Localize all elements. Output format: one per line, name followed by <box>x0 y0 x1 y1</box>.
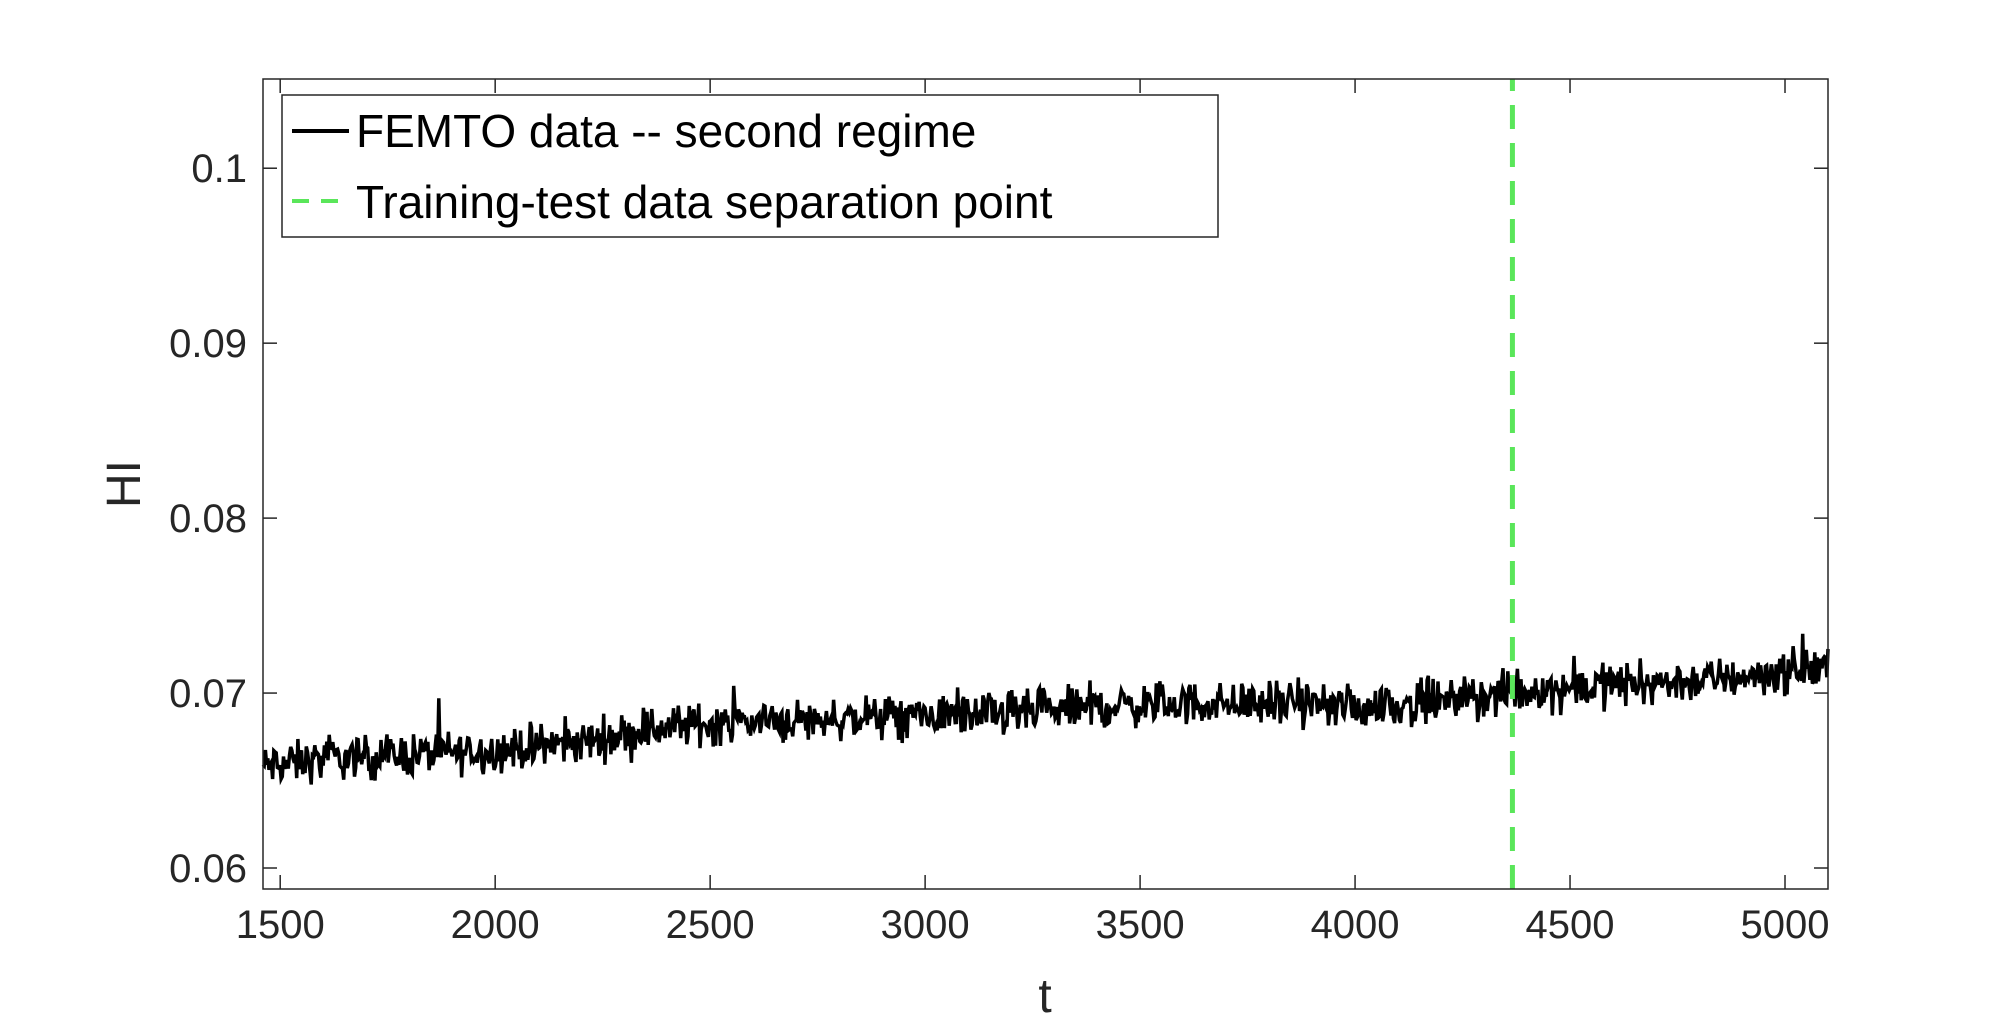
tick-layer: 1500 2000 2500 3000 3500 4000 4500 5000 0.06 0.07… <box>169 79 1829 947</box>
series-layer <box>261 79 1830 889</box>
y-tick-label: 0.07 <box>169 672 247 716</box>
y-tick-label: 0.09 <box>169 322 247 366</box>
legend-label-separation-point: Training-test data separation point <box>356 176 1053 228</box>
x-tick-label: 3500 <box>1096 903 1185 947</box>
x-tick-label: 4000 <box>1311 903 1400 947</box>
x-axis-title: t <box>1038 970 1051 1021</box>
x-tick-label: 2500 <box>666 903 755 947</box>
x-tick-label: 5000 <box>1741 903 1830 947</box>
x-tick-label: 2000 <box>451 903 540 947</box>
x-tick-label: 4500 <box>1526 903 1615 947</box>
legend-label-femto-data: FEMTO data -- second regime <box>356 105 976 157</box>
y-axis-title: HI <box>98 460 151 508</box>
y-tick-label: 0.08 <box>169 497 247 541</box>
y-tick-label: 0.1 <box>191 147 247 191</box>
x-tick-label: 3000 <box>881 903 970 947</box>
y-tick-label: 0.06 <box>169 847 247 891</box>
x-tick-label: 1500 <box>236 903 325 947</box>
series-femto-data-line <box>261 633 1830 786</box>
legend: FEMTO data -- second regime Training-tes… <box>281 94 1219 238</box>
legend-box <box>281 94 1219 238</box>
plot-frame <box>262 78 1829 890</box>
